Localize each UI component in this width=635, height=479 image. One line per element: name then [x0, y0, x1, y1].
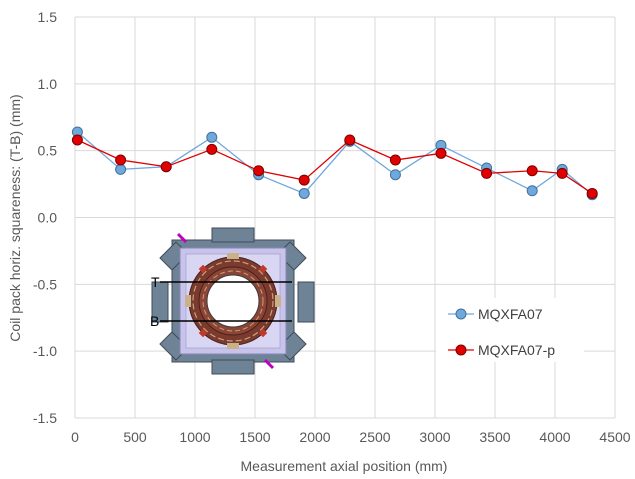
data-point — [206, 143, 218, 155]
y-tick-label: 0.0 — [38, 210, 58, 226]
data-point — [526, 165, 538, 177]
data-point — [298, 187, 310, 199]
data-point — [206, 131, 218, 143]
data-point — [481, 167, 493, 179]
legend-item-mqxfa07-p: MQXFA07-p — [448, 342, 555, 358]
x-tick-label: 1000 — [179, 429, 210, 445]
y-tick-label: -0.5 — [33, 276, 57, 292]
x-tick-label: 1500 — [239, 429, 270, 445]
x-tick-label: 2000 — [299, 429, 330, 445]
x-tick-label: 500 — [123, 429, 147, 445]
data-point — [586, 187, 598, 199]
legend-label-mqxfa07-p: MQXFA07-p — [478, 342, 555, 358]
series-mqxfa07 — [71, 126, 598, 201]
x-tick-label: 2500 — [359, 429, 390, 445]
legend-item-mqxfa07: MQXFA07 — [448, 306, 543, 322]
inset-label-top: T — [151, 274, 160, 290]
data-point — [556, 167, 568, 179]
data-point — [160, 161, 172, 173]
x-tick-label: 3000 — [419, 429, 450, 445]
y-axis-title: Coil pack horiz. squareness: (T-B) (mm) — [7, 94, 23, 341]
grid-lines — [74, 16, 616, 419]
data-point — [253, 165, 265, 177]
series-mqxfa07-p — [71, 134, 598, 199]
y-tick-label: -1.0 — [33, 343, 57, 359]
data-point — [115, 154, 127, 166]
series-line — [76, 131, 593, 196]
x-tick-label: 3500 — [479, 429, 510, 445]
magnet-cross-section-illustration: T B — [150, 227, 315, 375]
y-tick-label: 1.5 — [38, 9, 58, 25]
y-tick-label: -1.5 — [33, 410, 57, 426]
data-point — [389, 154, 401, 166]
x-tick-label: 4500 — [599, 429, 630, 445]
y-tick-label: 1.0 — [38, 76, 58, 92]
x-axis-title: Measurement axial position (mm) — [241, 458, 448, 474]
data-point — [435, 147, 447, 159]
inset-label-bottom: B — [150, 313, 159, 329]
series-line — [77, 139, 593, 194]
data-point — [298, 174, 310, 186]
x-tick-label: 4000 — [539, 429, 570, 445]
data-point — [344, 134, 356, 146]
y-tick-labels: -1.5 -1.0 -0.5 0.0 0.5 1.0 1.5 — [33, 9, 57, 426]
x-tick-labels: 0 500 1000 1500 2000 2500 3000 3500 4000 4500 — [71, 429, 631, 445]
series-layer — [71, 126, 598, 201]
x-tick-label: 0 — [71, 429, 79, 445]
data-point — [115, 163, 127, 175]
data-point — [71, 134, 83, 146]
y-tick-label: 0.5 — [38, 143, 58, 159]
legend-label-mqxfa07: MQXFA07 — [478, 306, 543, 322]
data-point — [526, 185, 538, 197]
data-point — [389, 169, 401, 181]
legend: MQXFA07 MQXFA07-p — [436, 298, 584, 362]
